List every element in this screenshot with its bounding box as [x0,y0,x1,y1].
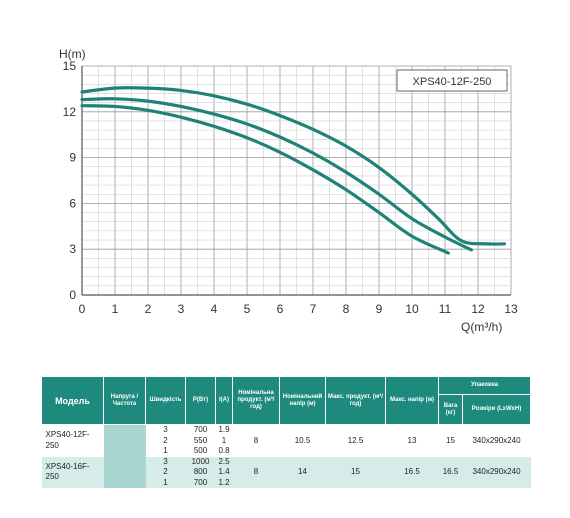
y-tick-label: 6 [69,196,76,210]
speed-cell: 3 [163,425,168,434]
x-tick-labels: 0 1 2 3 4 5 6 7 8 9 10 11 12 13 [79,302,518,316]
x-tick-label: 3 [178,302,185,316]
power-cell: 700 [185,477,216,488]
series-lines [80,86,506,255]
power-cell: 800 [185,467,216,478]
power-cell: 550 [193,435,208,445]
series-line-2 [80,97,473,252]
nominal-flow-cell: 8 [232,456,280,488]
y-tick-label: 0 [69,288,76,302]
max-head-cell: 13 [407,435,417,445]
x-tick-label: 1 [112,302,119,316]
table-row: XPS40-12F-250 3 700 1.9 8 10.5 12.5 13 1… [42,424,531,488]
nominal-head-cell: 10.5 [294,435,311,445]
x-tick-label: 10 [405,302,419,316]
y-tick-label: 3 [69,242,76,256]
y-tick-label: 9 [69,151,76,165]
series-line-3 [80,104,450,255]
table-row: 2 800 1.4 [42,467,531,478]
chart-title-box [396,69,508,92]
header-weight: Вага (кг) [438,394,463,425]
speed-cell: 1 [145,477,186,488]
header-max-flow: Макс. продукт. (м³/год) [325,376,386,425]
speed-cell: 3 [145,456,186,467]
x-axis-label: Q(m³/h) [461,320,502,334]
nominal-head-cell: 14 [279,456,326,488]
header-dims: Розміри (LxWxH) [462,394,531,425]
chart-title: XPS40-12F-250 [413,76,492,88]
y-axis-label: H(m) [59,47,86,61]
header-model: Модель [41,376,104,425]
x-tick-label: 5 [244,302,251,316]
current-cell: 0.8 [218,446,230,455]
header-power: Р(Вт) [185,376,216,425]
x-tick-label: 9 [376,302,383,316]
max-flow-cell: 12.5 [347,435,364,445]
nominal-flow-cell: 8 [253,435,259,445]
current-cell: 1.9 [218,425,230,434]
x-tick-label: 0 [79,302,86,316]
current-cell: 2.5 [215,456,233,467]
y-tick-label: 12 [63,105,77,119]
current-cell: 1.4 [215,467,233,478]
table-row: 2 550 1 [42,436,531,447]
power-cell: 500 [193,446,208,455]
speed-cell: 2 [145,467,186,478]
table-row: XPS40-16F-250 3 1000 2.5 8 14 15 16.5 16… [41,456,531,488]
y-tick-labels: 0 3 6 9 12 15 [63,59,77,302]
voltage-cell [103,424,146,488]
header-speed: Швидкість [145,376,186,425]
x-tick-label: 6 [277,302,284,316]
speed-cell: 1 [163,446,168,455]
current-cell: 1.2 [215,477,233,488]
x-tick-label: 13 [504,302,518,316]
speed-cell: 2 [163,435,168,445]
table-row: 1 700 1.2 [42,477,531,488]
y-tick-label: 15 [63,59,77,73]
x-tick-label: 7 [310,302,317,316]
header-packing: Упаковка [438,376,531,395]
header-nominal-head: Номінальний напір (м) [279,376,326,425]
header-max-head: Макс. напір (м) [385,376,439,425]
max-flow-cell: 15 [325,456,386,488]
current-cell: 1 [221,435,227,445]
table-row: 1 500 0.8 [42,446,531,457]
x-tick-label: 12 [471,302,485,316]
spec-table: Модель Напруга /Частота Швидкість Р(Вт) … [41,376,531,488]
x-tick-label: 2 [145,302,152,316]
header-voltage: Напруга /Частота [103,376,146,425]
header-nominal-flow: Номінальна продукт. (м³/год) [232,376,280,425]
model-cell: XPS40-16F-250 [41,456,104,488]
x-tick-label: 11 [439,302,452,316]
dims-cell: 340x290x240 [472,435,521,445]
weight-cell: 16.5 [438,456,463,488]
x-tick-label: 4 [211,302,218,316]
power-cell: 700 [193,425,208,434]
max-head-cell: 16.5 [385,456,439,488]
weight-cell: 15 [446,435,455,445]
header-current: I(A) [215,376,233,425]
dims-cell: 340x290x240 [462,456,531,488]
series-line-1 [80,86,506,246]
power-cell: 1000 [185,456,216,467]
model-cell: XPS40-12F-250 [45,430,90,450]
x-tick-label: 8 [343,302,350,316]
